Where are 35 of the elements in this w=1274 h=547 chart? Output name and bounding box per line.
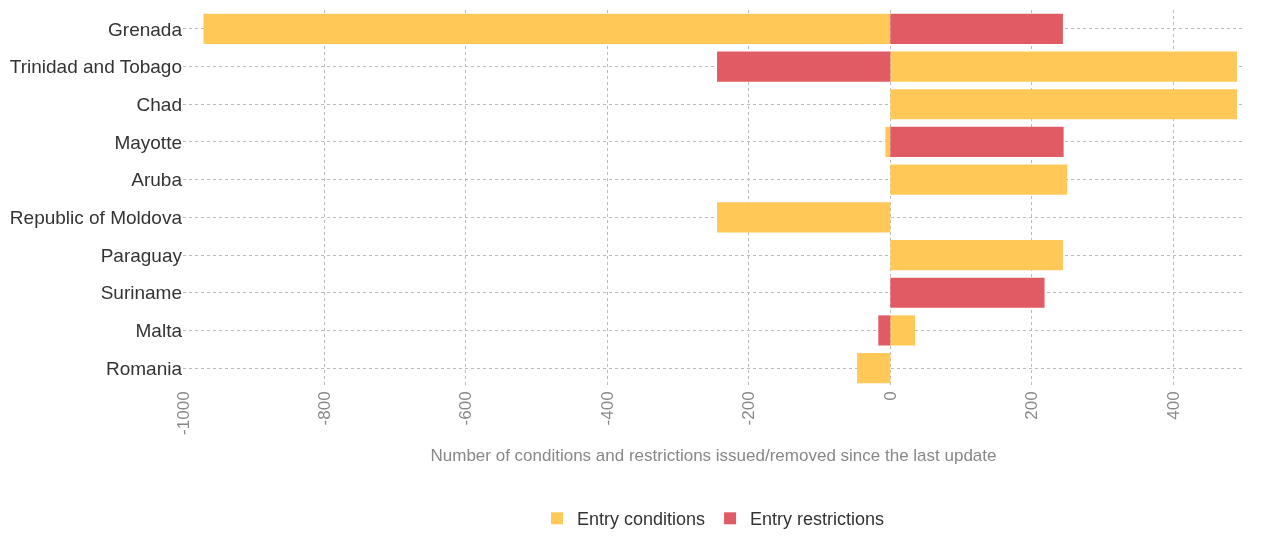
bar — [890, 89, 1237, 120]
bar — [890, 51, 1237, 82]
legend-label: Entry conditions — [577, 509, 706, 530]
bar — [717, 51, 891, 82]
bar — [203, 13, 891, 44]
x-tick-label: -800 — [314, 391, 334, 426]
x-axis-title: Number of conditions and restrictions issued/removed since the last update — [430, 446, 997, 466]
y-tick-label: Suriname — [100, 282, 182, 304]
x-tick-label: 0 — [880, 391, 900, 401]
y-tick-label: Mayotte — [114, 131, 182, 153]
legend-label: Entry restrictions — [750, 509, 885, 530]
bar — [890, 164, 1068, 195]
y-tick-label: Malta — [135, 320, 183, 342]
x-tick-label: -400 — [597, 391, 617, 426]
y-tick-label: Aruba — [131, 169, 183, 191]
y-tick-label: Trinidad and Tobago — [9, 56, 182, 78]
x-tick-label: 200 — [1022, 391, 1042, 420]
bar — [890, 126, 1064, 158]
x-tick-label: -600 — [456, 391, 476, 426]
y-tick-label: Chad — [136, 93, 182, 115]
y-tick-label: Paraguay — [100, 244, 183, 266]
bar — [878, 315, 891, 346]
bar — [890, 13, 1063, 44]
x-tick-label: 400 — [1163, 391, 1183, 420]
y-tick-label: Romania — [105, 357, 183, 379]
bar — [890, 277, 1045, 308]
bar — [890, 315, 916, 346]
y-tick-label: Republic of Moldova — [9, 207, 183, 228]
bar — [717, 202, 891, 233]
bar — [885, 126, 891, 158]
bar — [890, 239, 1063, 271]
bar — [857, 353, 891, 384]
x-tick-label: -1000 — [173, 391, 193, 435]
x-tick-label: -200 — [739, 391, 759, 426]
y-tick-label: Grenada — [108, 18, 183, 40]
